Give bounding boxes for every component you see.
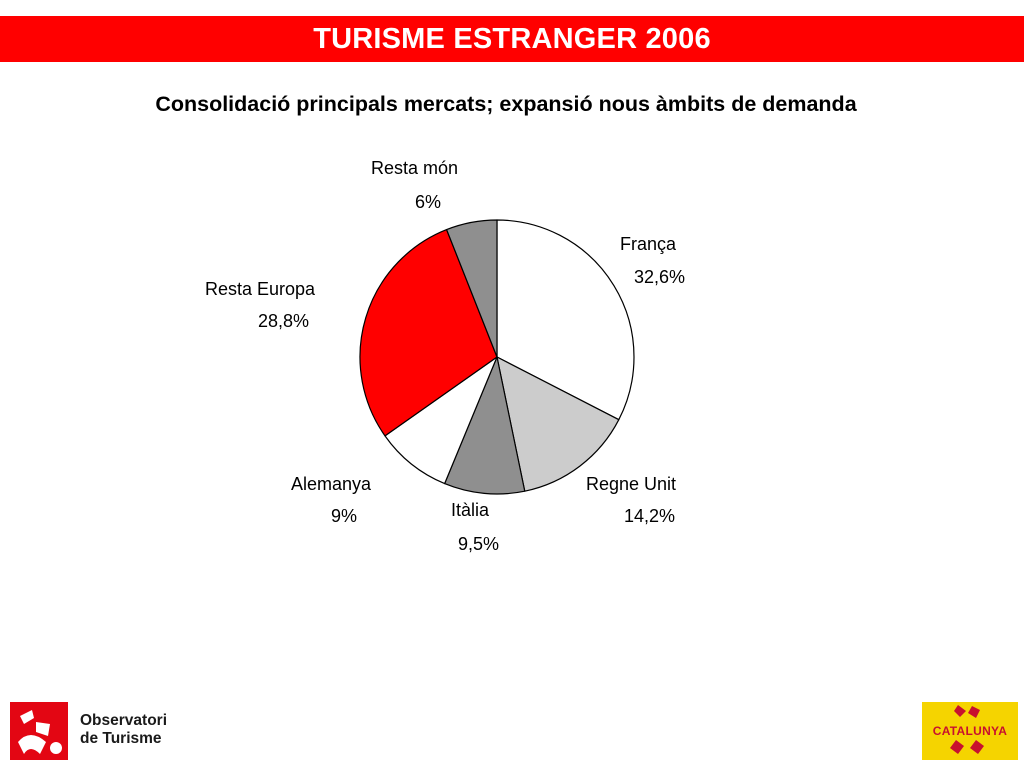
observatori-logo-line2: de Turisme [80,730,162,747]
slice-name-label: Alemanya [291,474,372,494]
pie-slice-5 [446,219,498,358]
slice-value-label: 28,8% [258,311,310,331]
slice-value-label: 6% [415,192,442,212]
pie-slice-0 [496,219,635,421]
catalunya-logo-icon [950,705,984,754]
slice-value-label: 14,2% [624,506,676,526]
slice-name-label: Itàlia [451,500,490,520]
slice-name-label: Resta Europa [205,279,316,299]
pie-slice-2 [444,356,526,495]
observatori-logo-line1: Observatori [80,712,168,729]
pie-slice-4 [359,229,498,437]
slice-value-label: 9% [331,506,358,526]
title-banner: TURISME ESTRANGER 2006 [0,16,1024,62]
page-subtitle: Consolidació principals mercats; expansi… [155,92,857,116]
pie-slice-1 [496,356,620,492]
slice-name-label: Resta món [371,158,459,178]
observatori-logo: Observatori de Turisme [10,702,170,760]
catalunya-logo-text: CATALUNYA [932,724,1008,738]
observatori-logo-icon [10,702,68,760]
slice-name-label: França [620,234,677,254]
slice-name-label: Regne Unit [586,474,677,494]
page-title: TURISME ESTRANGER 2006 [313,22,711,55]
slice-value-label: 32,6% [634,267,686,287]
catalunya-logo: CATALUNYA [922,702,1018,760]
slice-value-label: 9,5% [458,534,500,554]
